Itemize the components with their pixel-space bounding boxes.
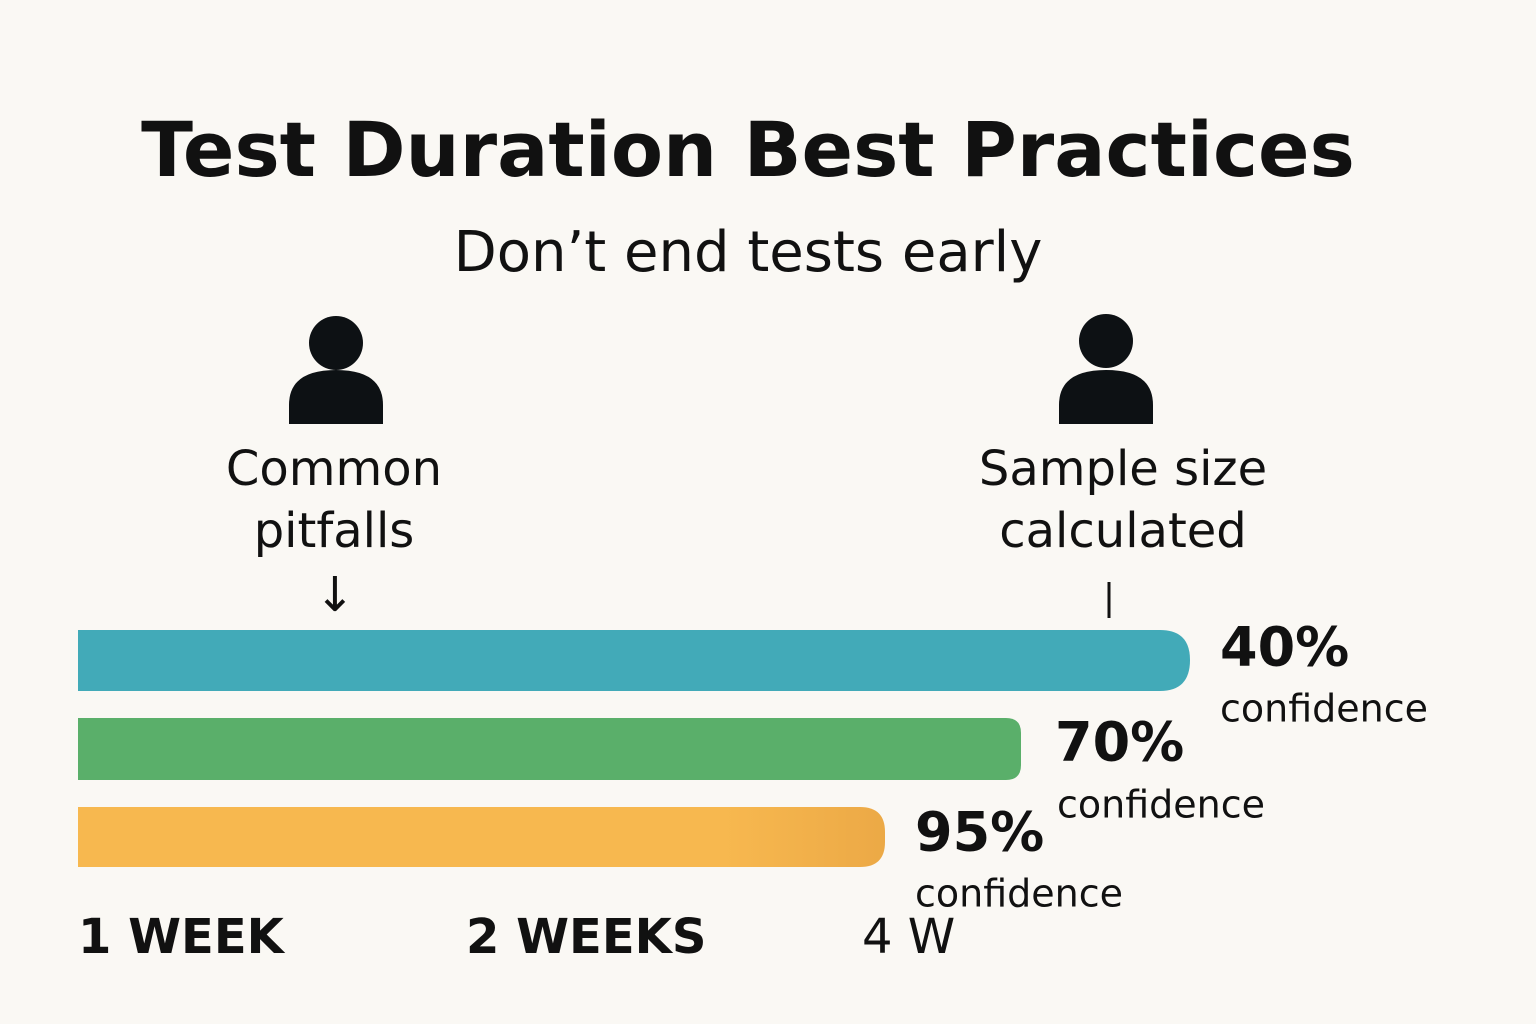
timeline-label: 2 WEEKS [466, 909, 706, 965]
person-icon [1059, 314, 1153, 424]
persona-label: Sample size [979, 441, 1267, 497]
bar [78, 807, 885, 867]
persona-label: calculated [999, 503, 1247, 559]
persona-label: pitfalls [254, 503, 415, 559]
timeline-label: 4 W [862, 909, 955, 965]
bar-label: 95% [915, 801, 1044, 864]
timeline-label: 1 WEEK [78, 909, 286, 965]
bar-caption: confidence [915, 872, 1123, 916]
bar-caption: confidence [1057, 783, 1265, 827]
bar [78, 630, 1190, 691]
arrow: ↓ [315, 567, 355, 623]
bar-label: 40% [1220, 616, 1349, 679]
bar-label: 70% [1055, 711, 1184, 774]
bar [78, 718, 1021, 780]
persona-label: Common [226, 441, 442, 497]
subtitle: Don’t end tests early [454, 220, 1043, 285]
bar-caption: confidence [1220, 687, 1428, 731]
person-icon [289, 316, 383, 424]
title: Test Duration Best Practices [141, 105, 1355, 194]
